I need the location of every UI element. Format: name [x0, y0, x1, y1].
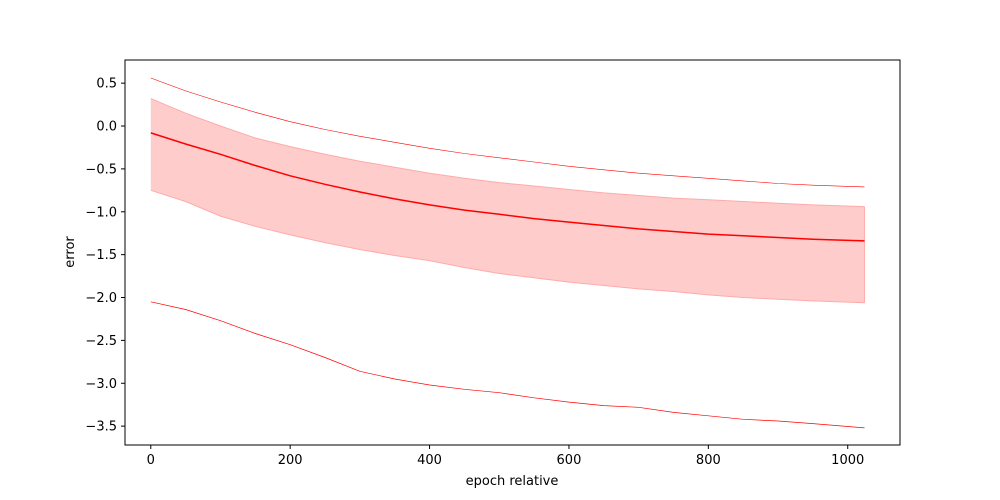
x-tick-label: 0: [147, 453, 155, 468]
y-tick-label: −2.0: [85, 291, 117, 306]
max-error-line: [150, 77, 865, 188]
x-axis-label: epoch relative: [466, 474, 559, 489]
x-tick-label: 200: [278, 453, 303, 468]
mean-error-line: [150, 132, 865, 242]
std-band-lower-edge: [150, 189, 865, 304]
x-tick-label: 400: [417, 453, 442, 468]
y-tick-label: 0.5: [96, 77, 117, 92]
y-tick-label: 0.0: [96, 120, 117, 135]
y-tick-label: −1.5: [85, 248, 117, 263]
plot-area: [150, 77, 865, 429]
std-band-upper-edge: [150, 98, 865, 208]
y-tick-label: −2.5: [85, 334, 117, 349]
x-tick-label: 800: [696, 453, 721, 468]
y-tick-label: −3.0: [85, 377, 117, 392]
axis-ticks: 0 200 400 600 800 1000 0.5 0.0 −0.5 −1.0 −1.5 −2.0 −…: [85, 77, 864, 468]
x-tick-label: 1000: [831, 453, 864, 468]
axes-frame: [124, 59, 901, 446]
y-axis-label: error: [63, 236, 78, 268]
y-tick-label: −1.0: [85, 205, 117, 220]
min-error-line: [150, 301, 865, 429]
y-tick-label: −3.5: [85, 420, 117, 435]
x-tick-label: 600: [557, 453, 582, 468]
y-tick-label: −0.5: [85, 162, 117, 177]
std-band-fill: [150, 98, 865, 303]
